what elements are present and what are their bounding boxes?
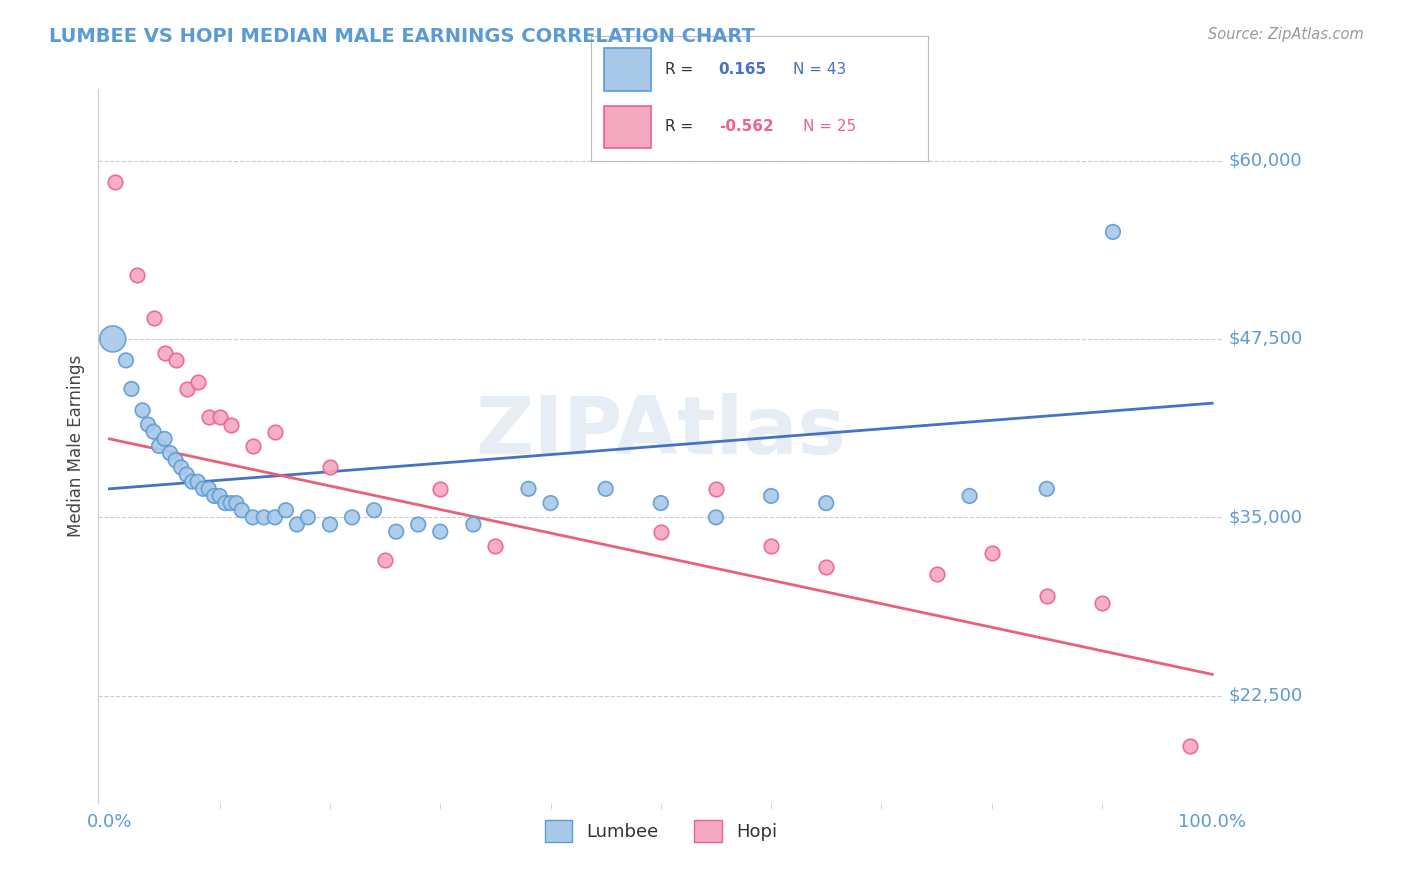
Point [148,439,170,453]
Point [131,403,153,417]
Point [363,503,385,517]
Point [319,460,342,475]
Point [142,425,165,439]
Point [181,475,204,489]
Text: -0.562: -0.562 [718,120,773,135]
Point [136,417,159,432]
Point [214,496,236,510]
FancyBboxPatch shape [605,48,651,91]
Point [197,482,219,496]
Point [187,375,209,389]
Point [208,489,231,503]
Point [595,482,617,496]
Point [263,510,285,524]
Text: $22,500: $22,500 [1229,687,1303,705]
Point [1036,589,1059,603]
Point [374,553,396,567]
Point [231,503,253,517]
Text: $60,000: $60,000 [1229,152,1302,169]
Point [125,268,148,282]
Point [219,496,242,510]
Point [959,489,981,503]
Point [225,496,247,510]
Point [429,482,451,496]
Point [759,539,782,553]
Point [925,567,948,582]
Text: ZIPAtlas: ZIPAtlas [475,392,846,471]
Text: $47,500: $47,500 [1229,330,1303,348]
Point [176,382,198,396]
Point [253,510,276,524]
Point [121,382,143,396]
Legend: Lumbee, Hopi: Lumbee, Hopi [536,811,786,851]
Point [1091,596,1114,610]
Point [159,446,181,460]
Point [297,510,319,524]
Point [187,475,209,489]
Point [165,453,187,467]
Point [104,175,127,189]
Point [142,310,165,325]
Point [285,517,308,532]
Point [115,353,138,368]
Text: R =: R = [665,120,693,135]
Point [197,410,219,425]
Point [1178,739,1201,753]
Point [202,489,225,503]
Point [1036,482,1059,496]
Point [153,346,176,360]
Text: $35,000: $35,000 [1229,508,1303,526]
Text: R =: R = [665,62,693,77]
Point [274,503,297,517]
Point [815,496,838,510]
Point [193,482,215,496]
Point [406,517,429,532]
Point [1102,225,1125,239]
Text: N = 43: N = 43 [793,62,846,77]
Text: N = 25: N = 25 [803,120,856,135]
Point [153,432,176,446]
Point [219,417,242,432]
Point [208,410,231,425]
Point [319,517,342,532]
Point [101,332,124,346]
Text: Source: ZipAtlas.com: Source: ZipAtlas.com [1208,27,1364,42]
Point [759,489,782,503]
Point [165,353,187,368]
Point [242,510,264,524]
FancyBboxPatch shape [605,105,651,148]
Point [650,496,672,510]
Point [242,439,264,453]
Point [176,467,198,482]
Point [484,539,506,553]
Point [263,425,285,439]
Point [170,460,193,475]
Text: 0.165: 0.165 [718,62,766,77]
Point [463,517,485,532]
Point [815,560,838,574]
Point [385,524,408,539]
Point [429,524,451,539]
Point [980,546,1002,560]
Text: LUMBEE VS HOPI MEDIAN MALE EARNINGS CORRELATION CHART: LUMBEE VS HOPI MEDIAN MALE EARNINGS CORR… [49,27,755,45]
Point [340,510,363,524]
Y-axis label: Median Male Earnings: Median Male Earnings [66,355,84,537]
Point [650,524,672,539]
Point [704,510,727,524]
Point [517,482,540,496]
Point [540,496,562,510]
Point [704,482,727,496]
